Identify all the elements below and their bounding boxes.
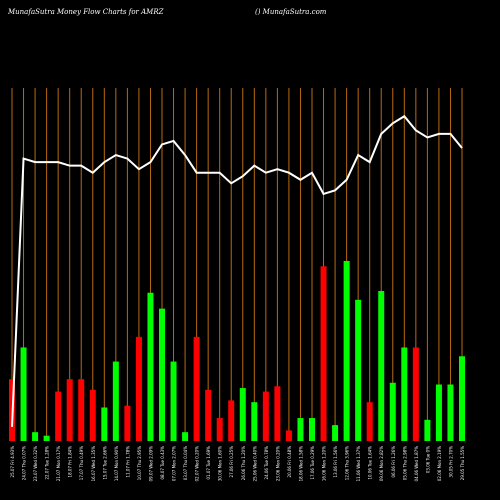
x-tick-labels: 25.07 Fri 4.93% 24.07 Thu 0.07% 23.07 Wed … <box>10 446 465 482</box>
money-flow-bar <box>135 336 142 441</box>
x-tick-label: 04.06 Wed 1.87% <box>414 446 419 482</box>
money-flow-bar <box>401 347 408 441</box>
x-tick-label: 01.07 Tue 1.69% <box>206 446 211 480</box>
chart-title: MunafaSutra Money Flow Charts for AMRZ <box>8 8 164 16</box>
x-tick-label: 16.06 Mon 1.20% <box>322 446 327 481</box>
money-flow-bar <box>251 402 258 441</box>
x-tick-label: 10.06 Tue 1.64% <box>368 446 373 480</box>
x-tick-label: 09.07 Wed 2.09% <box>148 446 153 482</box>
x-tick-label: 03.07 Thu 0.04% <box>183 446 188 480</box>
x-tick-label: 25.07 Fri 4.93% <box>10 446 15 478</box>
money-flow-bar <box>147 292 154 441</box>
x-tick-label: 13.06 Fri 1.56% <box>333 446 338 478</box>
money-flow-bar <box>124 405 131 441</box>
x-tick-label: 24.06 Tue 0.78% <box>264 446 269 480</box>
money-flow-bar <box>205 389 212 441</box>
x-tick-label: 27.06 Fri 0.25% <box>229 446 234 478</box>
money-flow-bar <box>78 379 85 441</box>
money-flow-bars <box>9 260 465 441</box>
price-line <box>11 114 463 427</box>
x-tick-label: 23.07 Wed 0.32% <box>33 446 38 482</box>
money-flow-bar <box>66 379 73 441</box>
money-flow-bar <box>366 402 373 441</box>
x-tick-label: 06.06 Fri 1.26% <box>391 446 396 478</box>
money-flow-bar <box>285 430 292 441</box>
money-flow-bar <box>424 419 431 441</box>
money-flow-bar <box>20 347 27 441</box>
x-tick-label: 03.06 Tue 0% <box>425 446 430 473</box>
x-tick-label: 26.06 Thu 1.20% <box>241 446 246 480</box>
x-tick-label: 11.06 Wed 1.37% <box>356 446 361 482</box>
x-tick-label: 10.07 Thu 2.95% <box>137 446 142 480</box>
money-flow-bar <box>355 299 362 441</box>
money-flow-bar <box>297 418 304 441</box>
x-tick-label: 24.07 Thu 0.07% <box>22 446 27 480</box>
money-flow-bar <box>447 384 454 441</box>
money-flow-bar <box>320 266 327 441</box>
money-flow-bar <box>239 388 246 441</box>
x-tick-label: 15.07 Tue 2.66% <box>102 446 107 480</box>
money-flow-bar <box>343 260 350 441</box>
money-flow-bar <box>412 347 419 441</box>
money-flow-bar <box>274 386 281 441</box>
x-tick-label: 30.06 Mon 1.60% <box>218 446 223 481</box>
money-flow-bar <box>159 308 165 441</box>
money-flow-bar <box>170 361 177 441</box>
x-tick-label: 02.06 Mon 2.19% <box>437 446 442 481</box>
x-tick-label: 17.06 Tue 0.29% <box>310 446 315 480</box>
x-tick-label: 09.06 Mon 2.82% <box>379 446 384 481</box>
x-tick-label: 05.06 Thu 2.98% <box>402 446 407 480</box>
x-tick-label: 25.06 Wed 0.40% <box>252 446 257 482</box>
money-flow-bar <box>459 356 465 441</box>
x-tick-label: 07.07 Mon 2.07% <box>172 446 177 481</box>
money-flow-bar <box>216 418 223 441</box>
x-tick-label: 08.07 Tue 0.43% <box>160 446 165 480</box>
x-tick-label: 18.07 Fri 1.84% <box>68 446 73 478</box>
x-tick-label: 12.06 Thu 3.96% <box>345 446 350 480</box>
x-tick-label: 11.07 Fri 1.78% <box>125 446 130 478</box>
x-tick-label: 29.05 Thu 1.55% <box>460 446 465 480</box>
money-flow-bar <box>55 391 62 441</box>
x-tick-label: 23.06 Mon 0.20% <box>275 446 280 481</box>
x-tick-label: 21.07 Mon 0.17% <box>56 446 61 481</box>
money-flow-bar <box>389 382 396 441</box>
x-tick-label: 14.07 Mon 0.90% <box>114 446 119 481</box>
x-tick-label: 18.06 Wed 1.58% <box>298 446 303 482</box>
money-flow-bar <box>182 432 189 441</box>
x-tick-label: 02.07 Wed 0.20% <box>195 446 200 482</box>
money-flow-bar <box>228 400 235 441</box>
x-tick-label: 16.07 Wed 1.35% <box>91 446 96 482</box>
money-flow-bar <box>309 418 315 441</box>
money-flow-bar <box>32 432 39 441</box>
money-flow-bar <box>193 336 200 441</box>
money-flow-bar <box>332 425 339 441</box>
money-flow-bar <box>43 435 50 441</box>
x-tick-label: 22.07 Tue 1.28% <box>45 446 50 480</box>
money-flow-bar <box>101 407 108 441</box>
x-tick-label: 20.06 Fri 0.48% <box>287 446 292 478</box>
money-flow-bar <box>89 389 96 441</box>
site-credit: () MunafaSutra.com <box>255 8 327 16</box>
money-flow-bar <box>435 384 442 441</box>
x-tick-label: 30.05 Fri 2.70% <box>448 446 453 478</box>
x-tick-label: 17.07 Thu 0.49% <box>79 446 84 480</box>
money-flow-bar <box>378 290 385 441</box>
money-flow-bar <box>262 391 269 441</box>
money-flow-bar <box>112 361 119 441</box>
